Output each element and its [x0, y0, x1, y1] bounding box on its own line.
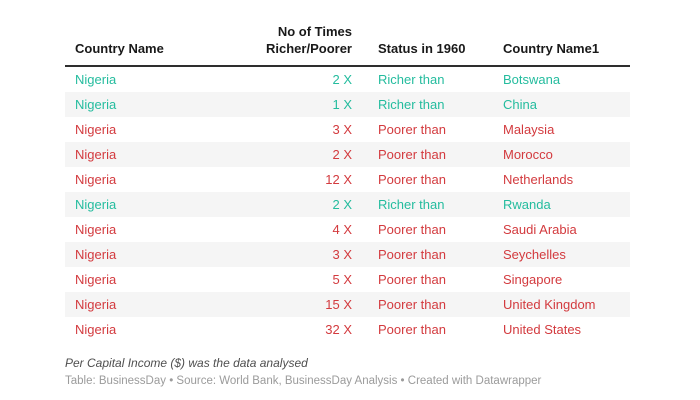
- cell-country-name: Nigeria: [75, 221, 117, 237]
- header-row: Country Name No of Times Richer/Poorer S…: [65, 16, 630, 67]
- cell-country-name1: Saudi Arabia: [503, 221, 577, 237]
- cell-times: 4 X: [332, 221, 352, 237]
- cell-country-name: Nigeria: [75, 196, 117, 212]
- cell-country-name: Nigeria: [75, 171, 117, 187]
- cell-times: 5 X: [332, 271, 352, 287]
- cell-status: Poorer than: [378, 221, 446, 237]
- cell-country-name: Nigeria: [75, 271, 117, 287]
- cell-times: 3 X: [332, 246, 352, 262]
- cell-country-name: Nigeria: [75, 321, 117, 337]
- table-row: Nigeria 15 X Poorer than United Kingdom: [65, 291, 630, 317]
- cell-status: Poorer than: [378, 271, 446, 287]
- cell-country-name: Nigeria: [75, 246, 117, 262]
- table-row: Nigeria 2 X Richer than Botswana: [65, 66, 630, 92]
- table-body: Nigeria 2 X Richer than Botswana Nigeria 1 X R…: [65, 66, 630, 342]
- cell-country-name: Nigeria: [75, 121, 117, 137]
- cell-times: 15 X: [325, 296, 352, 312]
- table-row: Nigeria 3 X Poorer than Malaysia: [65, 117, 630, 142]
- table-row: Nigeria 32 X Poorer than United States: [65, 317, 630, 342]
- cell-country-name1: Morocco: [503, 146, 553, 162]
- cell-times: 2 X: [332, 71, 352, 87]
- datawrapper-table-chart: Country Name No of Times Richer/Poorer S…: [65, 16, 630, 387]
- comparison-table: Country Name No of Times Richer/Poorer S…: [65, 16, 630, 342]
- cell-country-name: Nigeria: [75, 296, 117, 312]
- cell-country-name1: Botswana: [503, 71, 561, 87]
- cell-country-name1: United States: [503, 321, 582, 337]
- cell-country-name1: Singapore: [503, 271, 563, 287]
- cell-status: Poorer than: [378, 121, 446, 137]
- cell-country-name1: Seychelles: [503, 246, 566, 262]
- col-header-country-name: Country Name: [65, 16, 250, 67]
- table-attribution: Table: BusinessDay • Source: World Bank,…: [65, 374, 542, 387]
- cell-status: Poorer than: [378, 171, 446, 187]
- cell-country-name: Nigeria: [75, 71, 117, 87]
- cell-status: Richer than: [378, 71, 445, 87]
- table-row: Nigeria 5 X Poorer than Singapore: [65, 267, 630, 292]
- table-note: Per Capital Income ($) was the data anal…: [65, 355, 308, 370]
- cell-times: 1 X: [332, 96, 352, 112]
- cell-status: Poorer than: [378, 146, 446, 162]
- cell-country-name1: China: [503, 96, 537, 112]
- table-row: Nigeria 2 X Poorer than Morocco: [65, 141, 630, 167]
- table-row: Nigeria 3 X Poorer than Seychelles: [65, 241, 630, 267]
- cell-country-name: Nigeria: [75, 96, 117, 112]
- cell-times: 12 X: [325, 171, 352, 187]
- col-header-status-1960: Status in 1960: [360, 16, 485, 67]
- col-header-times: No of Times Richer/Poorer: [250, 16, 360, 67]
- cell-status: Poorer than: [378, 296, 446, 312]
- table-row: Nigeria 12 X Poorer than Netherlands: [65, 167, 630, 192]
- cell-country-name1: Netherlands: [503, 171, 574, 187]
- cell-country-name1: United Kingdom: [503, 296, 596, 312]
- cell-country-name: Nigeria: [75, 146, 117, 162]
- cell-status: Poorer than: [378, 321, 446, 337]
- cell-times: 2 X: [332, 146, 352, 162]
- col-header-country-name1: Country Name1: [485, 16, 630, 67]
- cell-times: 2 X: [332, 196, 352, 212]
- cell-times: 3 X: [332, 121, 352, 137]
- cell-status: Poorer than: [378, 246, 446, 262]
- table-row: Nigeria 1 X Richer than China: [65, 91, 630, 117]
- table-row: Nigeria 2 X Richer than Rwanda: [65, 191, 630, 217]
- cell-status: Richer than: [378, 196, 445, 212]
- table-row: Nigeria 4 X Poorer than Saudi Arabia: [65, 217, 630, 242]
- cell-country-name1: Malaysia: [503, 121, 555, 137]
- cell-country-name1: Rwanda: [503, 196, 551, 212]
- cell-times: 32 X: [325, 321, 352, 337]
- cell-status: Richer than: [378, 96, 445, 112]
